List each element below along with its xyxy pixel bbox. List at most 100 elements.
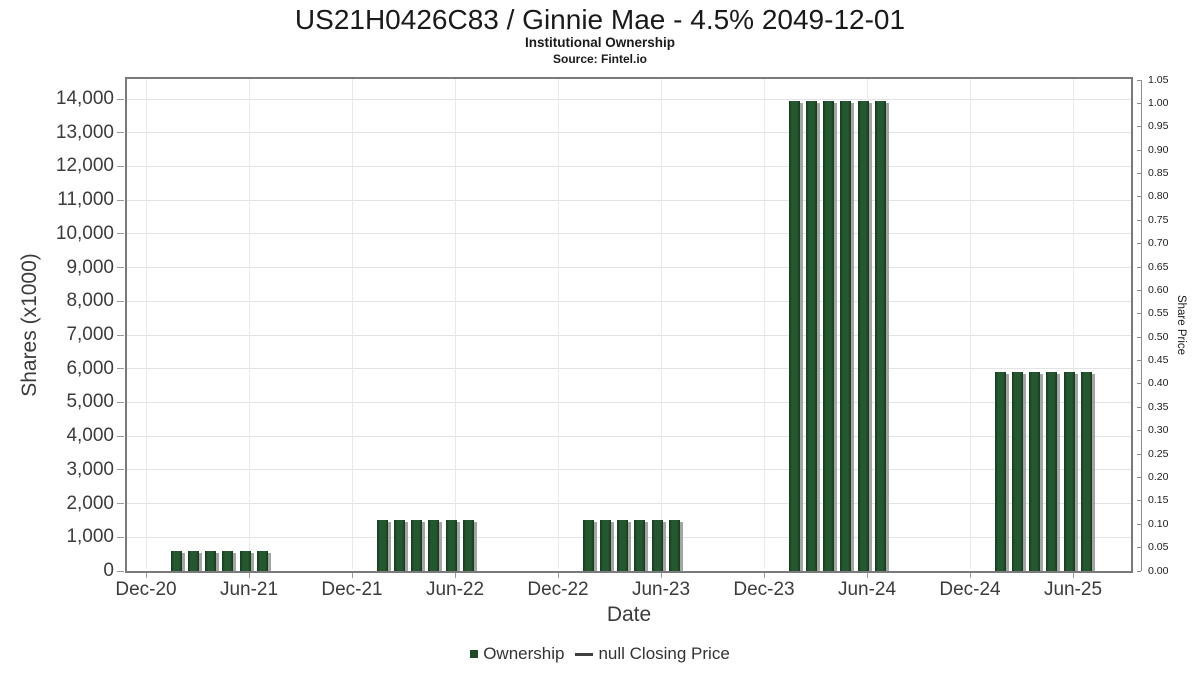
- ownership-bar[interactable]: [239, 551, 251, 571]
- h-gridline: [127, 132, 1131, 134]
- plot-border: [125, 77, 1133, 573]
- y2-axis-tick-label: 0.45: [1148, 354, 1169, 367]
- y-axis-tick-label: 13,000: [55, 121, 114, 143]
- legend-item-closing-price[interactable]: null Closing Price: [575, 644, 730, 664]
- ownership-bar[interactable]: [394, 520, 405, 571]
- ownership-bar[interactable]: [170, 551, 182, 571]
- ownership-bar[interactable]: [256, 551, 268, 571]
- h-gridline: [127, 334, 1131, 336]
- x-axis-tick-label: Dec-20: [115, 579, 177, 600]
- ownership-bar[interactable]: [205, 551, 217, 571]
- ownership-bar[interactable]: [376, 520, 388, 571]
- ownership-bar[interactable]: [788, 101, 800, 571]
- y-axis-tick-mark: [117, 536, 124, 538]
- h-gridline: [127, 503, 1131, 505]
- h-gridline: [127, 98, 1131, 100]
- y2-axis-spine: [1141, 80, 1142, 571]
- y-axis-tick-mark: [117, 435, 124, 437]
- y2-axis-tick-label: 0.65: [1148, 260, 1169, 273]
- y2-axis-tick-mark: [1137, 406, 1141, 408]
- v-gridline: [145, 79, 147, 569]
- y2-axis-tick-mark: [1137, 266, 1141, 268]
- ownership-bar[interactable]: [222, 551, 234, 571]
- ownership-bar[interactable]: [840, 101, 852, 571]
- ownership-bar[interactable]: [1012, 372, 1023, 571]
- y-axis-tick-label: 9,000: [66, 256, 114, 278]
- ownership-bar[interactable]: [994, 372, 1006, 571]
- legend-label-ownership: Ownership: [483, 644, 565, 663]
- h-gridline: [127, 536, 1131, 538]
- y-axis-tick-mark: [117, 300, 124, 302]
- y-axis-tick-mark: [117, 132, 124, 134]
- h-gridline: [127, 368, 1131, 370]
- h-gridline: [127, 401, 1131, 403]
- y-axis-tick-mark: [117, 503, 124, 505]
- y-axis-tick-label: 5,000: [66, 391, 114, 413]
- x-axis-tick-label: Dec-21: [321, 579, 383, 600]
- x-axis-tick-label: Jun-23: [631, 579, 691, 600]
- y2-axis-tick-mark: [1137, 79, 1141, 81]
- ownership-bar[interactable]: [600, 520, 611, 571]
- legend-label-closing-price: null Closing Price: [598, 644, 730, 663]
- ownership-bar[interactable]: [462, 520, 474, 571]
- y-axis-tick-mark: [117, 199, 124, 201]
- x-axis-tick-label: Jun-21: [219, 579, 279, 600]
- y2-axis-tick-label: 0.40: [1148, 377, 1169, 390]
- y2-axis-tick-label: 0.60: [1148, 283, 1169, 296]
- x-axis-title: Date: [606, 603, 652, 626]
- ownership-bar[interactable]: [651, 520, 663, 571]
- ownership-bar[interactable]: [1046, 372, 1058, 571]
- y2-axis-tick-label: 0.95: [1148, 120, 1169, 133]
- v-gridline: [763, 79, 765, 569]
- y2-axis-tick-mark: [1137, 476, 1141, 478]
- ownership-bar[interactable]: [1063, 372, 1075, 571]
- ownership-bar[interactable]: [428, 520, 440, 571]
- y2-axis-tick-mark: [1137, 126, 1141, 128]
- x-axis-tick-mark: [969, 573, 971, 578]
- ownership-bar[interactable]: [582, 520, 594, 571]
- x-axis-tick-mark: [145, 573, 147, 578]
- ownership-bar[interactable]: [874, 101, 886, 571]
- y-axis-tick-label: 11,000: [57, 189, 114, 211]
- y-axis-tick-label: 14,000: [55, 88, 114, 109]
- x-axis-tick-label: Dec-23: [733, 579, 795, 600]
- x-axis-tick-mark: [248, 573, 250, 578]
- x-axis-tick-mark: [1072, 573, 1074, 578]
- y-axis-tick-label: 8,000: [66, 290, 114, 312]
- ownership-bar[interactable]: [617, 520, 629, 571]
- ownership-bar[interactable]: [806, 101, 817, 571]
- ownership-bar[interactable]: [823, 101, 835, 571]
- y2-axis-tick-mark: [1137, 523, 1141, 525]
- y2-axis-tick-mark: [1137, 289, 1141, 291]
- ownership-bar[interactable]: [188, 551, 199, 571]
- y2-axis-tick-label: 0.85: [1148, 167, 1169, 180]
- h-gridline: [127, 165, 1131, 167]
- y-axis-tick-mark: [117, 570, 124, 572]
- y2-axis-tick-label: 0.30: [1148, 424, 1169, 437]
- ownership-bar[interactable]: [634, 520, 646, 571]
- y2-axis-tick-label: 0.55: [1148, 307, 1169, 320]
- chart-source: Source: Fintel.io: [552, 52, 647, 66]
- chart-subtitle: Institutional Ownership: [524, 35, 675, 50]
- y-axis-tick-label: 7,000: [66, 324, 114, 345]
- ownership-bar[interactable]: [411, 520, 423, 571]
- legend-item-ownership[interactable]: Ownership: [470, 644, 564, 664]
- v-gridline: [248, 79, 250, 569]
- y2-axis-tick-mark: [1137, 102, 1141, 104]
- y2-axis-tick-label: 0.35: [1148, 400, 1169, 413]
- ownership-bar[interactable]: [1080, 372, 1092, 571]
- y2-axis-tick-mark: [1137, 500, 1141, 502]
- y2-axis-tick-mark: [1137, 547, 1141, 549]
- ownership-bar[interactable]: [445, 520, 457, 571]
- v-gridline: [454, 79, 456, 569]
- y2-axis-tick-mark: [1137, 336, 1141, 338]
- ownership-bar[interactable]: [1029, 372, 1041, 571]
- h-gridline: [127, 199, 1131, 201]
- legend: Ownership null Closing Price: [0, 644, 1200, 664]
- ownership-bar[interactable]: [857, 101, 869, 571]
- y-axis-tick-label: 4,000: [66, 425, 114, 447]
- y-axis-tick-mark: [117, 334, 124, 336]
- y2-axis-tick-mark: [1137, 173, 1141, 175]
- ownership-bar[interactable]: [668, 520, 680, 571]
